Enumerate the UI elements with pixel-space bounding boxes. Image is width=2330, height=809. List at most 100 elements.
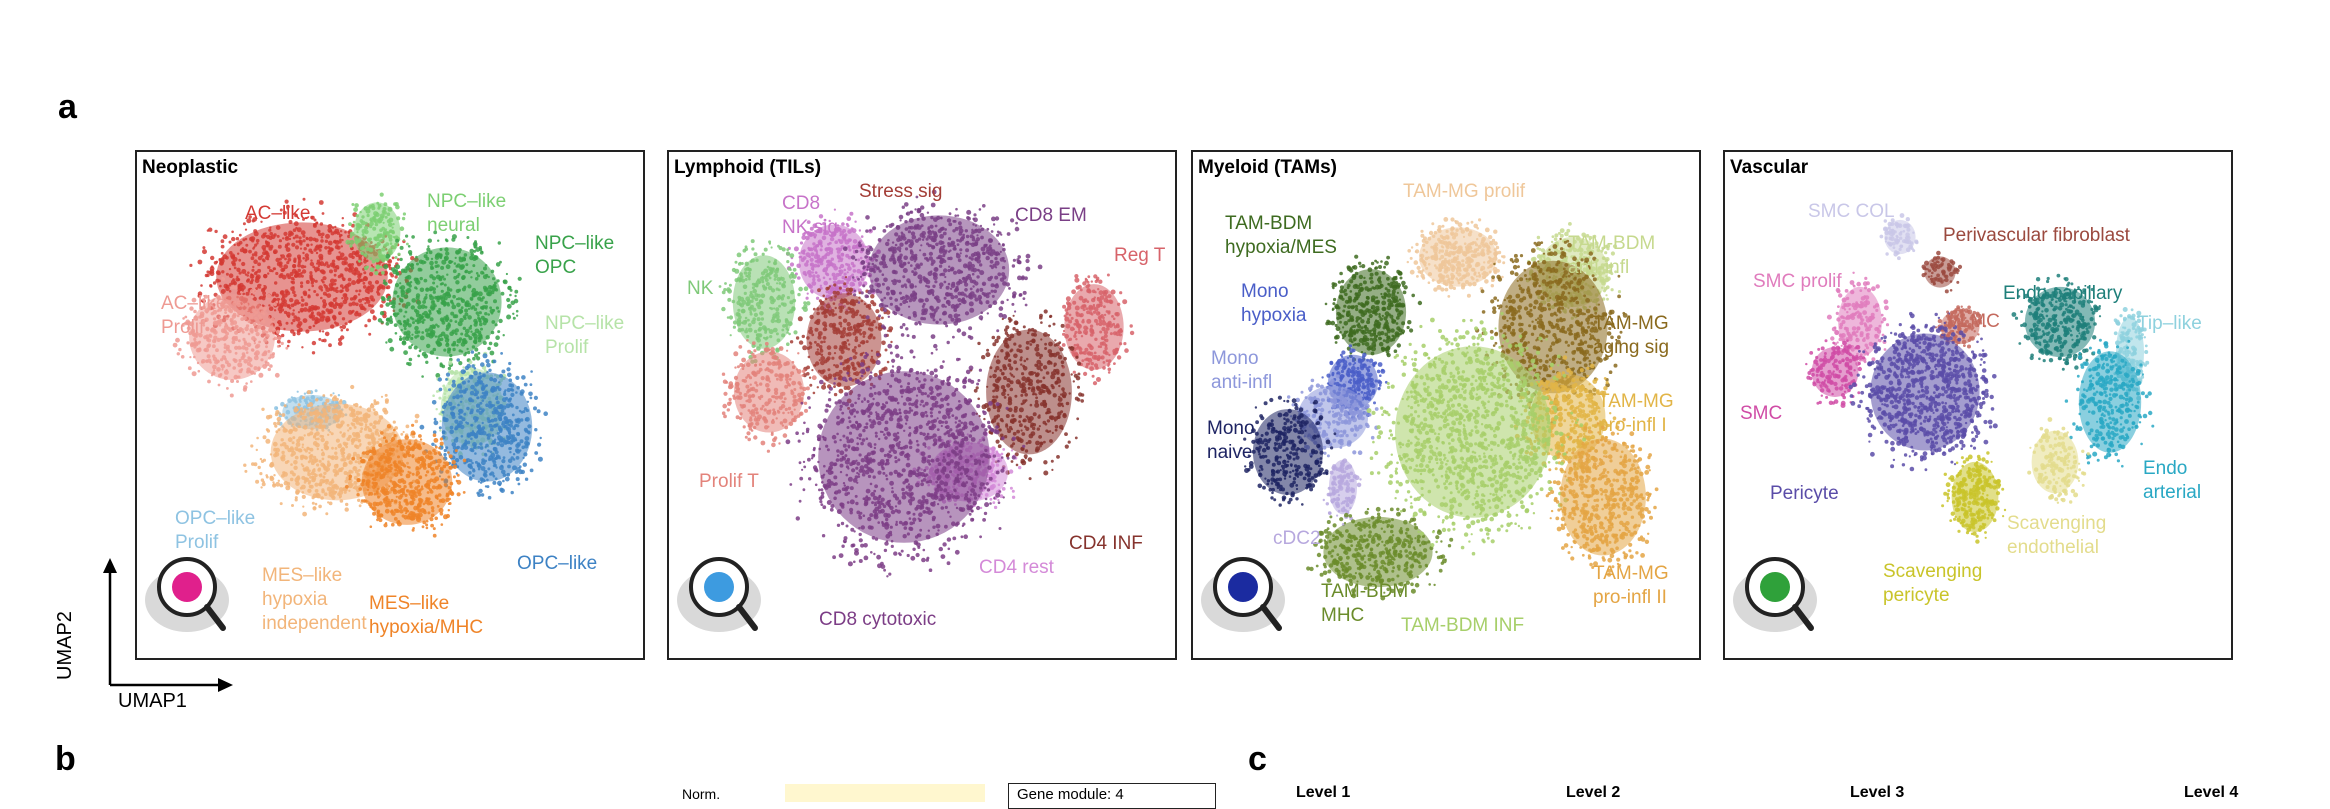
cell-point: [307, 294, 311, 298]
cell-point: [844, 359, 850, 364]
cell-point: [247, 332, 251, 336]
cell-point: [372, 441, 377, 446]
cell-point: [536, 409, 541, 414]
cell-point: [347, 282, 352, 287]
cell-point: [449, 379, 453, 384]
cell-point: [261, 407, 265, 411]
cell-point: [278, 304, 284, 309]
cell-point: [450, 311, 455, 316]
cell-point: [389, 479, 393, 483]
cell-point: [221, 295, 227, 300]
cell-point: [478, 317, 482, 321]
cell-point: [344, 267, 349, 272]
cell-point: [240, 285, 246, 290]
cell-point: [378, 443, 383, 448]
cell-point: [299, 454, 304, 459]
cell-point: [852, 355, 857, 360]
cell-point: [299, 486, 303, 490]
cell-point: [355, 289, 358, 293]
cell-point: [373, 410, 379, 416]
cell-point: [458, 415, 463, 420]
cell-point: [378, 284, 384, 289]
cell-point: [445, 378, 448, 381]
cell-point: [310, 304, 315, 310]
cell-point: [448, 370, 452, 374]
cell-point: [318, 285, 323, 290]
cell-point: [508, 383, 513, 388]
cell-point: [862, 284, 866, 288]
cell-point: [289, 297, 294, 303]
cell-point: [313, 223, 317, 227]
cell-point: [447, 451, 450, 454]
cell-point: [235, 237, 240, 241]
cell-point: [811, 281, 817, 286]
cell-point: [273, 303, 277, 307]
cell-point: [247, 319, 251, 324]
cell-point: [431, 509, 435, 513]
cell-point: [840, 335, 843, 339]
cell-point: [823, 309, 829, 314]
cell-point: [273, 249, 278, 254]
cell-point: [423, 466, 427, 470]
cell-point: [238, 358, 242, 363]
cell-point: [361, 458, 366, 464]
cell-point: [351, 223, 355, 228]
cell-point: [474, 240, 477, 244]
cell-point: [429, 274, 434, 279]
cell-point: [288, 306, 292, 310]
cell-point: [366, 413, 371, 418]
cell-point: [297, 311, 301, 314]
cell-point: [392, 269, 398, 275]
cell-point: [423, 278, 428, 283]
cell-point: [843, 282, 847, 286]
cell-point: [382, 237, 385, 241]
cell-point: [865, 215, 870, 220]
cell-point: [386, 212, 391, 216]
cell-point: [376, 241, 381, 247]
cell-point: [263, 273, 268, 279]
cell-point: [841, 329, 846, 335]
cell-point: [368, 247, 374, 253]
cell-point: [413, 308, 418, 313]
cell-point: [472, 416, 478, 421]
cell-point: [324, 402, 327, 405]
cell-point: [338, 487, 344, 492]
cell-point: [325, 512, 329, 516]
cell-point: [862, 314, 867, 320]
cell-point: [838, 388, 844, 394]
cell-point: [969, 307, 975, 313]
cell-point: [524, 477, 529, 481]
cell-point: [302, 217, 305, 221]
cell-point: [334, 265, 338, 268]
cell-point: [443, 283, 447, 287]
cell-point: [241, 304, 244, 307]
cell-point: [976, 228, 982, 234]
cell-point: [368, 303, 372, 307]
cell-point: [249, 364, 253, 368]
cell-point: [475, 403, 481, 408]
cell-point: [514, 289, 519, 294]
cell-point: [954, 295, 959, 299]
cell-point: [467, 284, 472, 289]
cell-point: [295, 240, 299, 243]
cell-point: [862, 331, 867, 336]
cell-point: [205, 311, 209, 314]
cell-point: [499, 487, 504, 492]
cell-point: [265, 330, 269, 334]
cell-point: [342, 299, 348, 305]
cell-point: [397, 478, 403, 484]
cell-point: [450, 370, 454, 374]
cell-point: [469, 476, 472, 479]
cell-point: [516, 417, 521, 422]
cell-point: [313, 248, 317, 252]
cell-point: [309, 431, 314, 436]
cell-point: [456, 274, 460, 279]
cell-point: [849, 281, 855, 287]
cell-point: [301, 346, 304, 349]
cell-point: [427, 238, 432, 243]
cell-point: [258, 372, 264, 378]
cell-point: [333, 408, 339, 414]
cell-point: [320, 239, 324, 243]
cell-point: [954, 214, 957, 217]
cell-point: [453, 262, 457, 265]
